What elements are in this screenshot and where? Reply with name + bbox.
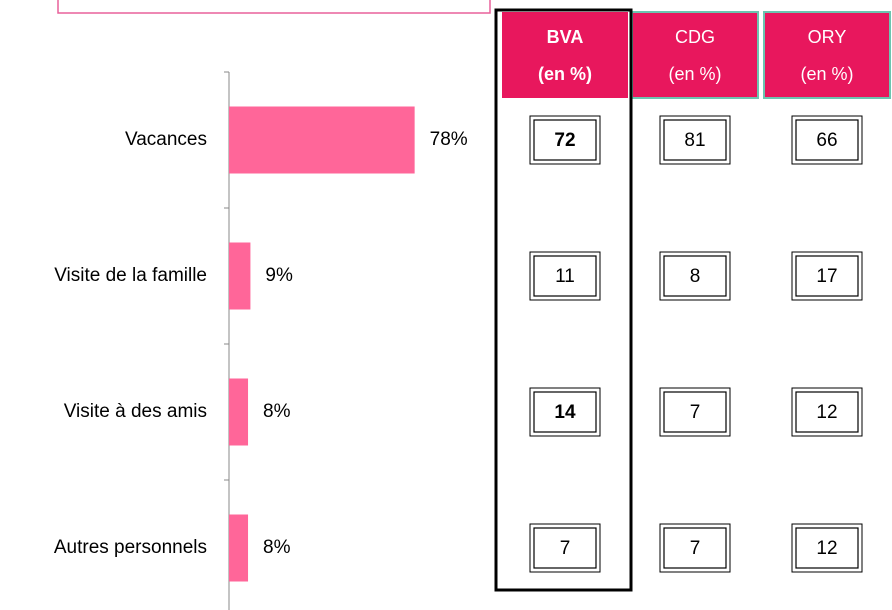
bva-column-frame: [494, 8, 633, 592]
cell-box-outer: [659, 387, 731, 437]
category-label: Visite de la famille: [54, 265, 207, 286]
cell-value: 17: [816, 266, 837, 287]
header-unit: (en %): [800, 64, 853, 84]
category-label: Visite à des amis: [64, 401, 207, 422]
cell-box-inner: [795, 391, 859, 433]
cell-box-outer: [791, 115, 863, 165]
header-unit: (en %): [668, 64, 721, 84]
bar: [229, 514, 249, 582]
cell-box-inner: [533, 119, 597, 161]
header-name: ORY: [808, 27, 847, 47]
cell-box-outer: [659, 115, 731, 165]
cell-value: 72: [554, 130, 575, 151]
cell-box-inner: [663, 391, 727, 433]
header-cell: [631, 11, 759, 99]
cell-box-outer: [791, 523, 863, 573]
cell-value: 14: [554, 402, 576, 423]
cell-box-outer: [529, 251, 601, 301]
cell-value: 12: [816, 402, 837, 423]
header-unit: (en %): [538, 64, 592, 84]
cell-box-inner: [533, 527, 597, 569]
cell-box-inner: [663, 255, 727, 297]
cell-value: 7: [690, 538, 701, 559]
cell-box-outer: [529, 523, 601, 573]
cell-box-outer: [659, 251, 731, 301]
cell-value: 8: [690, 266, 701, 287]
header-name: BVA: [547, 27, 584, 47]
cell-box-outer: [529, 115, 601, 165]
title-box: [57, 0, 491, 14]
cell-box-outer: [791, 387, 863, 437]
cell-value: 12: [816, 538, 837, 559]
cell-value: 11: [555, 266, 575, 287]
cell-value: 7: [690, 402, 701, 423]
value-label: 9%: [265, 265, 293, 286]
value-label: 8%: [263, 401, 291, 422]
cell-value: 7: [560, 538, 571, 559]
bar: [229, 106, 415, 174]
value-label: 8%: [263, 537, 291, 558]
header-cell: [502, 12, 628, 98]
cell-value: 66: [816, 130, 837, 151]
cell-box-inner: [533, 391, 597, 433]
cell-value: 81: [684, 130, 705, 151]
header-cell: [763, 11, 891, 99]
cell-box-inner: [533, 255, 597, 297]
cell-box-outer: [791, 251, 863, 301]
cell-box-inner: [795, 527, 859, 569]
value-label: 78%: [430, 129, 468, 150]
cell-box-outer: [529, 387, 601, 437]
header-name: CDG: [675, 27, 715, 47]
cell-box-outer: [659, 523, 731, 573]
category-label: Vacances: [125, 129, 207, 150]
category-label: Autres personnels: [54, 537, 207, 558]
cell-box-inner: [663, 527, 727, 569]
cell-box-inner: [795, 119, 859, 161]
cell-box-inner: [795, 255, 859, 297]
cell-box-inner: [663, 119, 727, 161]
bar: [229, 378, 249, 446]
bar: [229, 242, 251, 310]
